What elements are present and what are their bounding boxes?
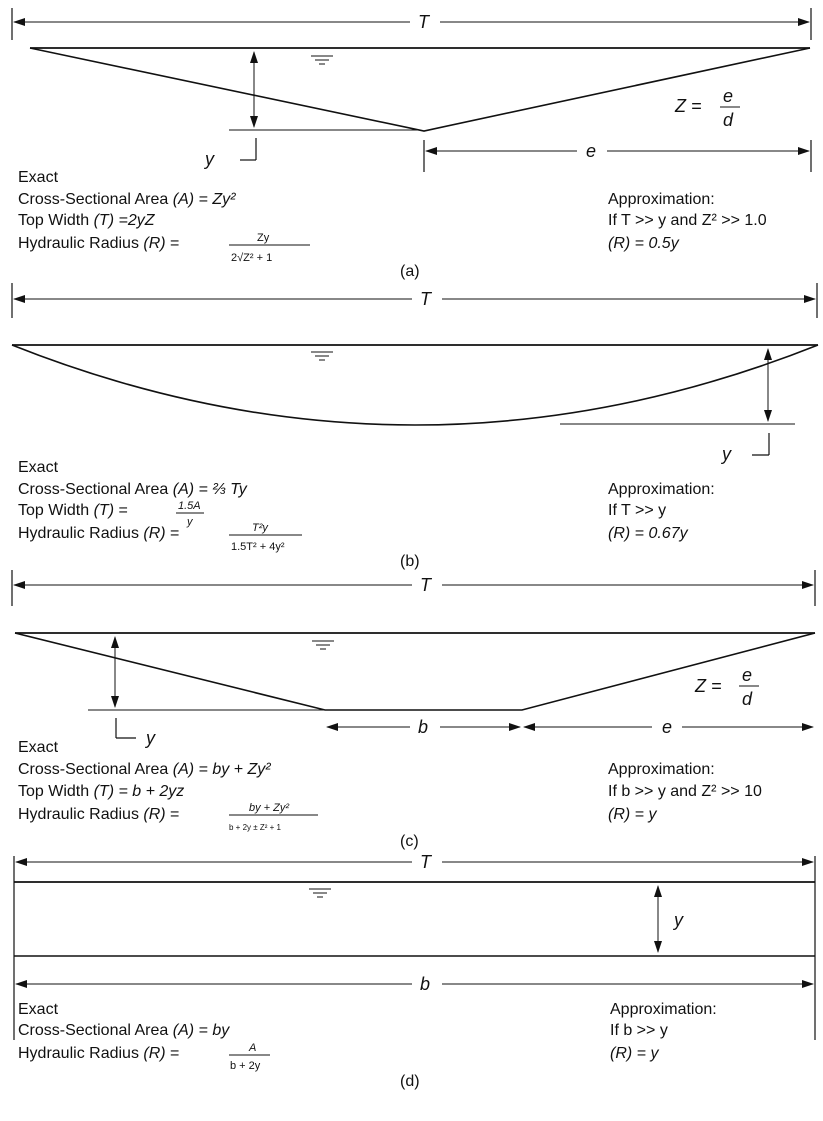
panel-c-trapezoidal: T y b e Z = e d Exact Cross-Sectional Ar… bbox=[11, 570, 816, 850]
svg-text:Top Width (T) =: Top Width (T) = bbox=[18, 502, 128, 519]
svg-text:If T >> y: If T >> y bbox=[608, 502, 666, 519]
panel-d-rectangular: T y b Exact Cross-Sectional Area (A) = b… bbox=[13, 852, 816, 1090]
svg-text:(R) = y: (R) = y bbox=[610, 1045, 659, 1062]
depth-label: y bbox=[144, 728, 156, 748]
top-width-label: T bbox=[418, 12, 431, 32]
svg-text:d: d bbox=[723, 110, 734, 130]
svg-text:Cross-Sectional Area (A) = Zy²: Cross-Sectional Area (A) = Zy² bbox=[18, 191, 236, 208]
exact-formulas-c: Exact Cross-Sectional Area (A) = by + Zy… bbox=[18, 739, 318, 832]
svg-text:e: e bbox=[742, 665, 752, 685]
svg-text:Zy: Zy bbox=[257, 232, 270, 244]
svg-text:Hydraulic Radius (R) =: Hydraulic Radius (R) = bbox=[18, 806, 179, 823]
water-surface-symbol bbox=[311, 55, 333, 65]
slope-equation: Z = e d bbox=[674, 86, 740, 130]
svg-text:A: A bbox=[248, 1042, 256, 1054]
svg-text:b + 2y ± Z² + 1: b + 2y ± Z² + 1 bbox=[229, 823, 282, 832]
svg-text:Z =: Z = bbox=[674, 96, 702, 116]
panel-caption-a: (a) bbox=[400, 263, 420, 280]
panel-a-triangular: T y e Z = e d Exact Cross-Sectional Area… bbox=[11, 8, 812, 280]
svg-text:If T >> y and Z² >> 1.0: If T >> y and Z² >> 1.0 bbox=[608, 212, 767, 229]
svg-text:If b >> y: If b >> y bbox=[610, 1022, 668, 1039]
svg-text:T²y: T²y bbox=[252, 522, 269, 534]
svg-text:Cross-Sectional Area (A) = by: Cross-Sectional Area (A) = by bbox=[18, 1022, 230, 1039]
svg-text:d: d bbox=[742, 689, 753, 709]
svg-text:Approximation:: Approximation: bbox=[608, 761, 715, 778]
svg-text:(R) = y: (R) = y bbox=[608, 806, 657, 823]
water-surface-symbol bbox=[309, 888, 331, 898]
svg-text:Cross-Sectional Area (A) = by: Cross-Sectional Area (A) = by + Zy² bbox=[18, 761, 271, 778]
channel-profile bbox=[29, 47, 811, 132]
approximation-b: Approximation: If T >> y (R) = 0.67y bbox=[608, 481, 715, 542]
svg-text:Hydraulic Radius (R) =: Hydraulic Radius (R) = bbox=[18, 1045, 179, 1062]
svg-text:Exact: Exact bbox=[18, 739, 59, 756]
channel-profile bbox=[14, 632, 816, 711]
svg-text:Hydraulic Radius (R) =: Hydraulic Radius (R) = bbox=[18, 235, 179, 252]
water-surface-symbol bbox=[312, 640, 334, 650]
svg-text:Approximation:: Approximation: bbox=[608, 191, 715, 208]
svg-text:Top Width (T) =2yZ: Top Width (T) =2yZ bbox=[18, 212, 156, 229]
svg-text:Top Width (T) = b + 2yz: Top Width (T) = b + 2yz bbox=[18, 783, 184, 800]
svg-text:b + 2y: b + 2y bbox=[230, 1060, 261, 1072]
svg-text:Approximation:: Approximation: bbox=[610, 1001, 717, 1018]
panel-caption-c: (c) bbox=[400, 833, 419, 850]
approximation-c: Approximation: If b >> y and Z² >> 10 (R… bbox=[608, 761, 762, 823]
svg-text:Hydraulic Radius (R) =: Hydraulic Radius (R) = bbox=[18, 525, 179, 542]
svg-text:y: y bbox=[186, 516, 194, 528]
svg-text:1.5A: 1.5A bbox=[178, 500, 201, 512]
e-label: e bbox=[586, 141, 596, 161]
exact-formulas-b: Exact Cross-Sectional Area (A) = ⅔ Ty To… bbox=[18, 459, 302, 553]
svg-text:(R) = 0.5y: (R) = 0.5y bbox=[608, 235, 680, 252]
depth-label: y bbox=[672, 910, 684, 930]
svg-text:by + Zy²: by + Zy² bbox=[249, 802, 289, 814]
top-width-label: T bbox=[420, 852, 433, 872]
b-label: b bbox=[420, 974, 430, 994]
svg-text:Approximation:: Approximation: bbox=[608, 481, 715, 498]
svg-text:Cross-Sectional Area (A) = ⅔ T: Cross-Sectional Area (A) = ⅔ Ty bbox=[18, 481, 248, 498]
approximation-a: Approximation: If T >> y and Z² >> 1.0 (… bbox=[608, 191, 767, 252]
svg-text:1.5T² + 4y²: 1.5T² + 4y² bbox=[231, 541, 285, 553]
top-width-label: T bbox=[420, 575, 433, 595]
svg-text:Exact: Exact bbox=[18, 1001, 59, 1018]
svg-text:2√Z² + 1: 2√Z² + 1 bbox=[231, 252, 272, 264]
depth-label: y bbox=[720, 444, 732, 464]
approximation-d: Approximation: If b >> y (R) = y bbox=[610, 1001, 717, 1062]
panel-caption-b: (b) bbox=[400, 553, 420, 570]
svg-text:Exact: Exact bbox=[18, 169, 59, 186]
svg-text:Z =: Z = bbox=[694, 676, 722, 696]
b-label: b bbox=[418, 717, 428, 737]
slope-equation: Z = e d bbox=[694, 665, 759, 709]
svg-text:e: e bbox=[723, 86, 733, 106]
water-surface-symbol bbox=[311, 351, 333, 361]
depth-label: y bbox=[203, 149, 215, 169]
panel-caption-d: (d) bbox=[400, 1073, 420, 1090]
svg-text:(R) = 0.67y: (R) = 0.67y bbox=[608, 525, 689, 542]
top-width-label: T bbox=[420, 289, 433, 309]
exact-formulas-d: Exact Cross-Sectional Area (A) = by Hydr… bbox=[18, 1001, 270, 1072]
exact-formulas-a: Exact Cross-Sectional Area (A) = Zy² Top… bbox=[18, 169, 310, 264]
panel-b-parabolic: T y Exact Cross-Sectional Area (A) = ⅔ T… bbox=[11, 283, 819, 570]
channel-profile bbox=[11, 344, 819, 426]
svg-text:If b >> y and Z² >> 10: If b >> y and Z² >> 10 bbox=[608, 783, 762, 800]
svg-text:Exact: Exact bbox=[18, 459, 59, 476]
e-label: e bbox=[662, 717, 672, 737]
